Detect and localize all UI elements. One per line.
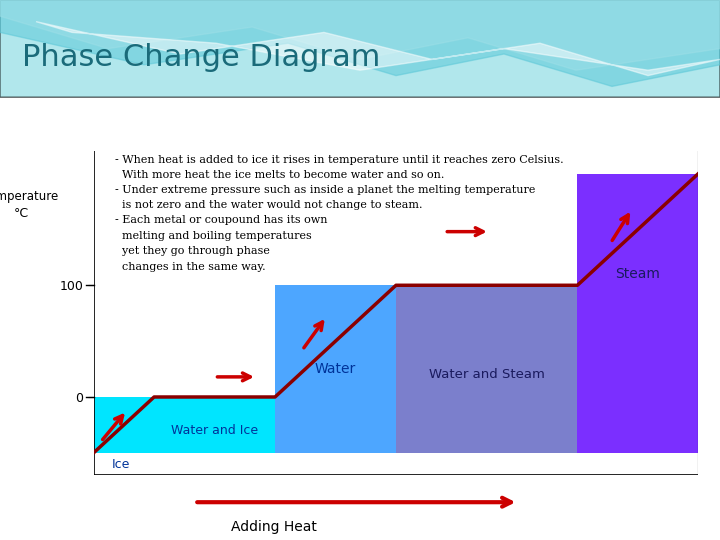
Text: Water and Ice: Water and Ice: [171, 424, 258, 437]
Text: °C: °C: [14, 207, 29, 220]
Polygon shape: [94, 397, 154, 453]
Polygon shape: [36, 22, 720, 76]
Text: is not zero and the water would not change to steam.: is not zero and the water would not chan…: [114, 200, 422, 211]
Text: With more heat the ice melts to become water and so on.: With more heat the ice melts to become w…: [114, 170, 444, 180]
Text: - When heat is added to ice it rises in temperature until it reaches zero Celsiu: - When heat is added to ice it rises in …: [114, 154, 563, 165]
Text: - Each metal or coupound has its own: - Each metal or coupound has its own: [114, 215, 328, 225]
FancyBboxPatch shape: [0, 0, 720, 97]
Text: Water: Water: [315, 362, 356, 376]
Text: Adding Heat: Adding Heat: [230, 519, 317, 534]
Polygon shape: [577, 173, 698, 453]
Polygon shape: [0, 0, 720, 70]
Polygon shape: [154, 397, 275, 453]
Text: Temperature: Temperature: [0, 190, 58, 203]
Text: changes in the same way.: changes in the same way.: [114, 262, 266, 272]
Polygon shape: [396, 285, 577, 453]
Text: - Under extreme pressure such as inside a planet the melting temperature: - Under extreme pressure such as inside …: [114, 185, 535, 195]
Polygon shape: [0, 0, 720, 86]
Text: Water and Steam: Water and Steam: [429, 368, 544, 381]
Polygon shape: [275, 285, 396, 453]
Text: Ice: Ice: [112, 457, 130, 470]
Text: yet they go through phase: yet they go through phase: [114, 246, 270, 256]
Text: melting and boiling temperatures: melting and boiling temperatures: [114, 231, 312, 240]
Text: Phase Change Diagram: Phase Change Diagram: [22, 43, 380, 72]
Text: Steam: Steam: [616, 267, 660, 281]
